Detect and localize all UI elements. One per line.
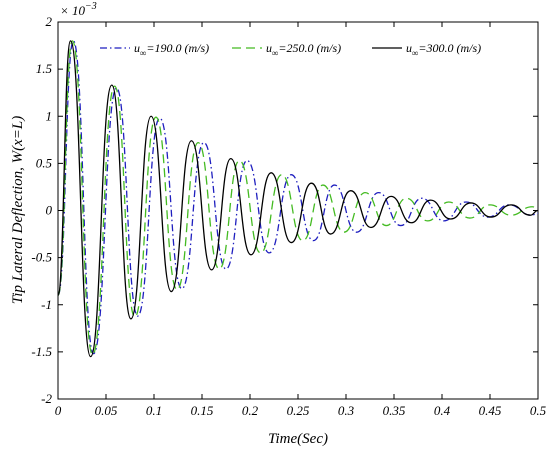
axis-ticks: 0 0.05 0.1 0.15 0.2 0.25 0.3 0.35 0.4 0.45 0.5 -2 -1… <box>31 14 546 418</box>
y-tick-label: 2 <box>46 14 53 29</box>
y-tick-label: 1.5 <box>36 61 53 76</box>
y-tick-label: -2 <box>41 391 52 406</box>
x-tick-label: 0.05 <box>95 403 118 418</box>
x-tick-label: 0 <box>55 403 62 418</box>
y-tick-label: -1.5 <box>31 344 52 359</box>
legend-label-3: u∞=300.0 (m/s) <box>406 41 481 58</box>
y-tick-label: -0.5 <box>31 250 52 265</box>
x-tick-label: 0.3 <box>338 403 355 418</box>
x-tick-label: 0.1 <box>146 403 162 418</box>
series-layer <box>58 40 538 358</box>
x-tick-label: 0.4 <box>434 403 451 418</box>
y-tick-label: 1 <box>46 108 53 123</box>
y-tick-label: -1 <box>41 297 52 312</box>
x-tick-label: 0.5 <box>530 403 547 418</box>
series-line-1 <box>58 40 538 355</box>
x-axis-label: Time(Sec) <box>268 431 328 447</box>
series-line-2 <box>58 40 538 356</box>
y-tick-label: 0.5 <box>36 155 53 170</box>
x-tick-label: 0.45 <box>479 403 502 418</box>
y-axis-label: Tip Lateral Deflection, W(x=L) <box>10 116 26 304</box>
y-tick-label: 0 <box>46 203 53 218</box>
legend-label-1: u∞=190.0 (m/s) <box>134 41 209 58</box>
x-tick-label: 0.25 <box>287 403 310 418</box>
series-line-3 <box>58 40 538 358</box>
x-tick-label: 0.35 <box>383 403 406 418</box>
x-tick-label: 0.15 <box>191 403 214 418</box>
y-multiplier: × 10−3 <box>60 1 97 18</box>
legend: u∞=190.0 (m/s) u∞=250.0 (m/s) u∞=300.0 (m/… <box>100 41 481 58</box>
legend-label-2: u∞=250.0 (m/s) <box>266 41 341 58</box>
plot-area <box>57 21 539 400</box>
x-tick-label: 0.2 <box>242 403 259 418</box>
